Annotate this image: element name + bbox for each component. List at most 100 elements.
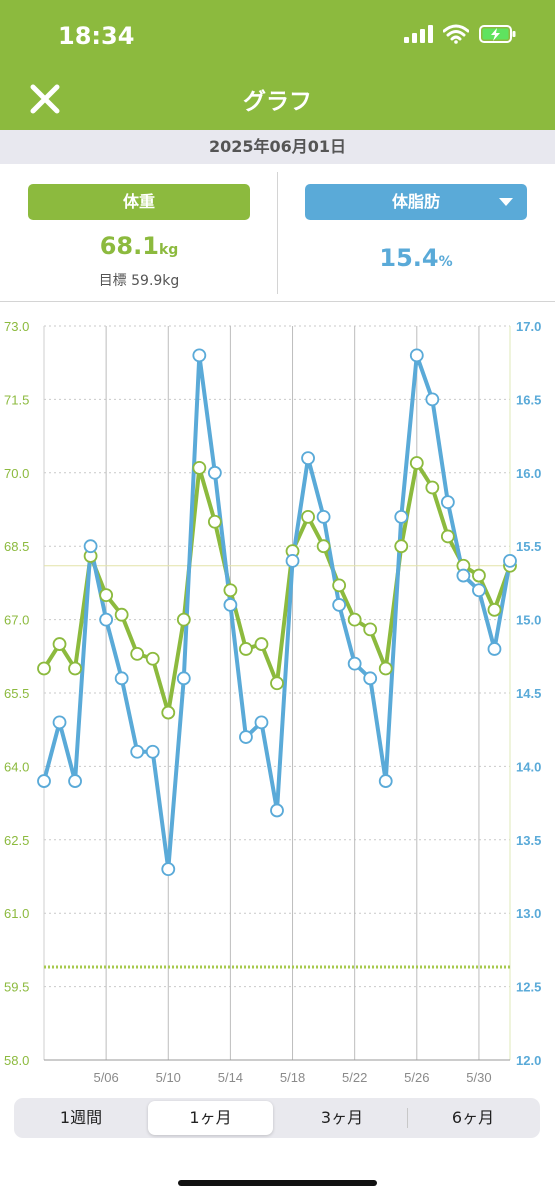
weight-point: [207, 514, 222, 529]
bodyfat-label: 体脂肪: [391, 192, 440, 211]
weight-point: [145, 651, 160, 666]
x-tick-label: 5/18: [280, 1070, 305, 1085]
bodyfat-point: [409, 348, 424, 363]
bodyfat-point: [239, 730, 253, 744]
battery-charging-icon: [479, 25, 516, 43]
bodyfat-point: [52, 715, 67, 730]
weight-point: [487, 602, 502, 617]
bodyfat-number: 15.4: [379, 244, 439, 272]
y-right-tick-label: 16.0: [516, 466, 541, 481]
y-left-tick-label: 68.5: [4, 539, 29, 554]
weight-point: [378, 661, 393, 676]
wifi-icon: [443, 24, 469, 44]
weight-point: [130, 646, 145, 661]
weight-point: [270, 676, 284, 691]
caret-down-icon: [499, 198, 513, 206]
weight-point: [223, 583, 238, 598]
bodyfat-point: [347, 656, 362, 671]
panel-divider: [277, 172, 278, 294]
y-right-tick-label: 16.5: [516, 392, 541, 407]
weight-point: [192, 461, 207, 475]
weight-point: [52, 637, 67, 651]
y-right-tick-label: 15.0: [516, 613, 541, 628]
y-left-tick-label: 59.5: [4, 980, 29, 995]
weight-point: [347, 612, 362, 627]
section-divider: [0, 301, 555, 302]
weight-point: [409, 456, 424, 470]
weight-point: [472, 568, 486, 583]
bodyfat-point: [223, 598, 238, 612]
bodyfat-point: [394, 509, 409, 524]
signal-icon: [404, 25, 433, 43]
bodyfat-point: [161, 862, 176, 877]
y-left-tick-label: 73.0: [4, 319, 29, 334]
weight-number: 68.1: [99, 232, 159, 260]
bodyfat-point: [207, 465, 222, 480]
tab-1-week[interactable]: 1週間: [59, 1108, 103, 1127]
period-tabs: 1週間 1ヶ月 3ヶ月 6ヶ月: [14, 1098, 540, 1138]
weight-value: 68.1kg: [28, 232, 250, 260]
bodyfat-dropdown[interactable]: 体脂肪: [305, 184, 527, 220]
weight-point: [99, 588, 114, 603]
header-bar: 18:34 グラフ: [0, 0, 555, 130]
y-right-tick-label: 12.0: [516, 1053, 541, 1068]
y-left-tick-label: 64.0: [4, 759, 29, 774]
y-right-tick-label: 13.0: [516, 906, 541, 921]
bodyfat-point: [503, 553, 517, 568]
date-label: 2025年06月01日: [0, 130, 555, 164]
bodyfat-point: [487, 642, 502, 656]
bodyfat-point: [192, 348, 207, 363]
x-tick-label: 5/10: [156, 1070, 181, 1085]
bodyfat-point: [114, 671, 129, 686]
bodyfat-point: [83, 539, 98, 554]
weight-point: [363, 622, 378, 637]
bodyfat-point: [68, 774, 82, 788]
bodyfat-line: [42, 353, 512, 872]
bodyfat-point: [332, 598, 347, 612]
weight-bodyfat-chart: 73.0 17.0 71.5 16.5 70.0 16.0 68.5 15.5 67.0 15.0…: [4, 319, 541, 1085]
weight-button[interactable]: 体重: [28, 184, 250, 220]
x-tick-label: 5/22: [342, 1070, 367, 1085]
tab-separator: [407, 1108, 408, 1128]
bodyfat-point: [37, 774, 51, 788]
tab-6-months[interactable]: 6ヶ月: [451, 1108, 495, 1127]
status-icons: [403, 24, 517, 44]
weight-goal: 目標 59.9kg: [98, 273, 180, 289]
bodyfat-point: [316, 509, 331, 524]
weight-point: [440, 529, 455, 544]
bodyfat-point: [472, 583, 486, 598]
bodyfat-point: [285, 553, 300, 568]
weight-point: [425, 480, 440, 495]
weight-point: [332, 578, 347, 593]
weight-point: [254, 637, 269, 651]
bodyfat-point: [176, 671, 191, 686]
bodyfat-point: [270, 803, 284, 818]
bodyfat-point: [301, 451, 315, 466]
y-left-tick-label: 65.5: [4, 686, 29, 701]
home-indicator: [178, 1180, 377, 1186]
tab-3-months[interactable]: 3ヶ月: [320, 1108, 364, 1127]
y-left-tick-label: 58.0: [4, 1053, 29, 1068]
weight-point: [37, 661, 51, 676]
weight-point: [316, 539, 331, 554]
bodyfat-point: [456, 568, 471, 583]
y-left-tick-label: 71.5: [4, 392, 29, 407]
tab-1-month[interactable]: 1ヶ月: [148, 1101, 273, 1135]
y-right-tick-label: 17.0: [516, 319, 541, 334]
bodyfat-point: [378, 774, 393, 788]
bodyfat-point: [425, 392, 440, 407]
weight-point: [176, 612, 191, 627]
y-right-tick-label: 12.5: [516, 980, 541, 995]
weight-point: [394, 539, 409, 554]
weight-point: [114, 607, 129, 622]
weight-unit: kg: [158, 242, 179, 258]
y-right-tick-label: 14.5: [516, 686, 541, 701]
weight-line: [42, 461, 512, 715]
bodyfat-point: [99, 612, 114, 627]
bodyfat-value: 15.4%: [305, 244, 527, 272]
bodyfat-unit: %: [438, 254, 453, 270]
bodyfat-point: [254, 715, 269, 730]
y-left-tick-label: 70.0: [4, 466, 29, 481]
close-icon[interactable]: [28, 82, 62, 116]
weight-point: [301, 509, 315, 524]
